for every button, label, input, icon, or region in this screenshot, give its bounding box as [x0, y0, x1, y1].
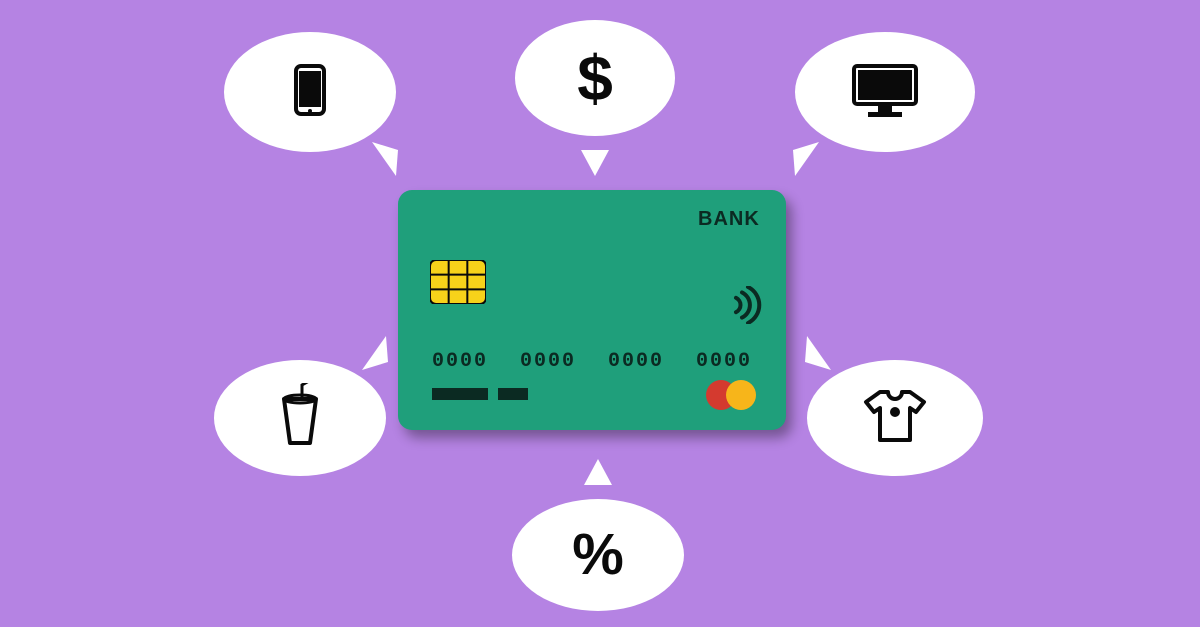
phone-icon [280, 60, 340, 125]
drink-icon [272, 383, 328, 454]
monitor-icon [848, 60, 922, 125]
card-number: 0000 0000 0000 0000 [432, 350, 752, 373]
card-network-logo-icon [706, 380, 756, 410]
bank-label: BANK [698, 208, 760, 231]
bubble-monitor [795, 32, 975, 152]
tshirt-icon [860, 386, 930, 451]
card-chip-icon [430, 260, 486, 304]
credit-card: BANK 0000 0000 0000 0000 [398, 190, 786, 430]
bubble-dollar: $ [515, 20, 675, 136]
contactless-icon [728, 286, 766, 324]
card-holder-bar [498, 388, 528, 400]
card-holder-bar [432, 388, 488, 400]
bubble-phone [224, 32, 396, 152]
percent-icon: % [572, 526, 624, 584]
infographic-canvas: BANK 0000 0000 0000 0000 $ % [0, 0, 1200, 627]
dollar-icon: $ [577, 46, 613, 110]
bubble-tshirt [807, 360, 983, 476]
bubble-percent: % [512, 499, 684, 611]
bubble-drink [214, 360, 386, 476]
